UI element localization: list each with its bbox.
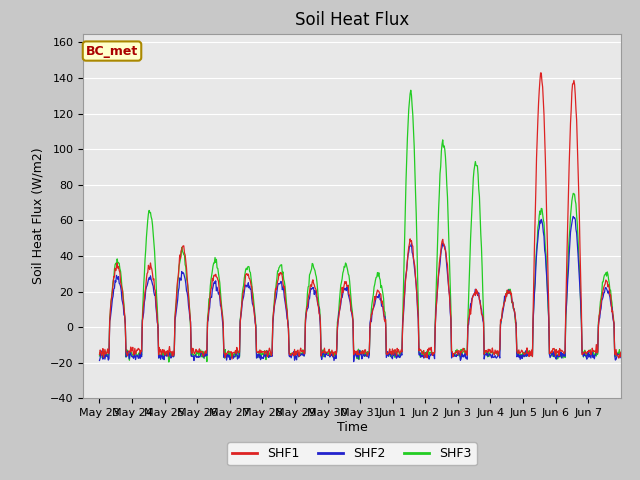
Title: Soil Heat Flux: Soil Heat Flux: [295, 11, 409, 29]
Legend: SHF1, SHF2, SHF3: SHF1, SHF2, SHF3: [227, 442, 477, 465]
X-axis label: Time: Time: [337, 421, 367, 434]
Text: BC_met: BC_met: [86, 45, 138, 58]
Y-axis label: Soil Heat Flux (W/m2): Soil Heat Flux (W/m2): [31, 148, 44, 284]
